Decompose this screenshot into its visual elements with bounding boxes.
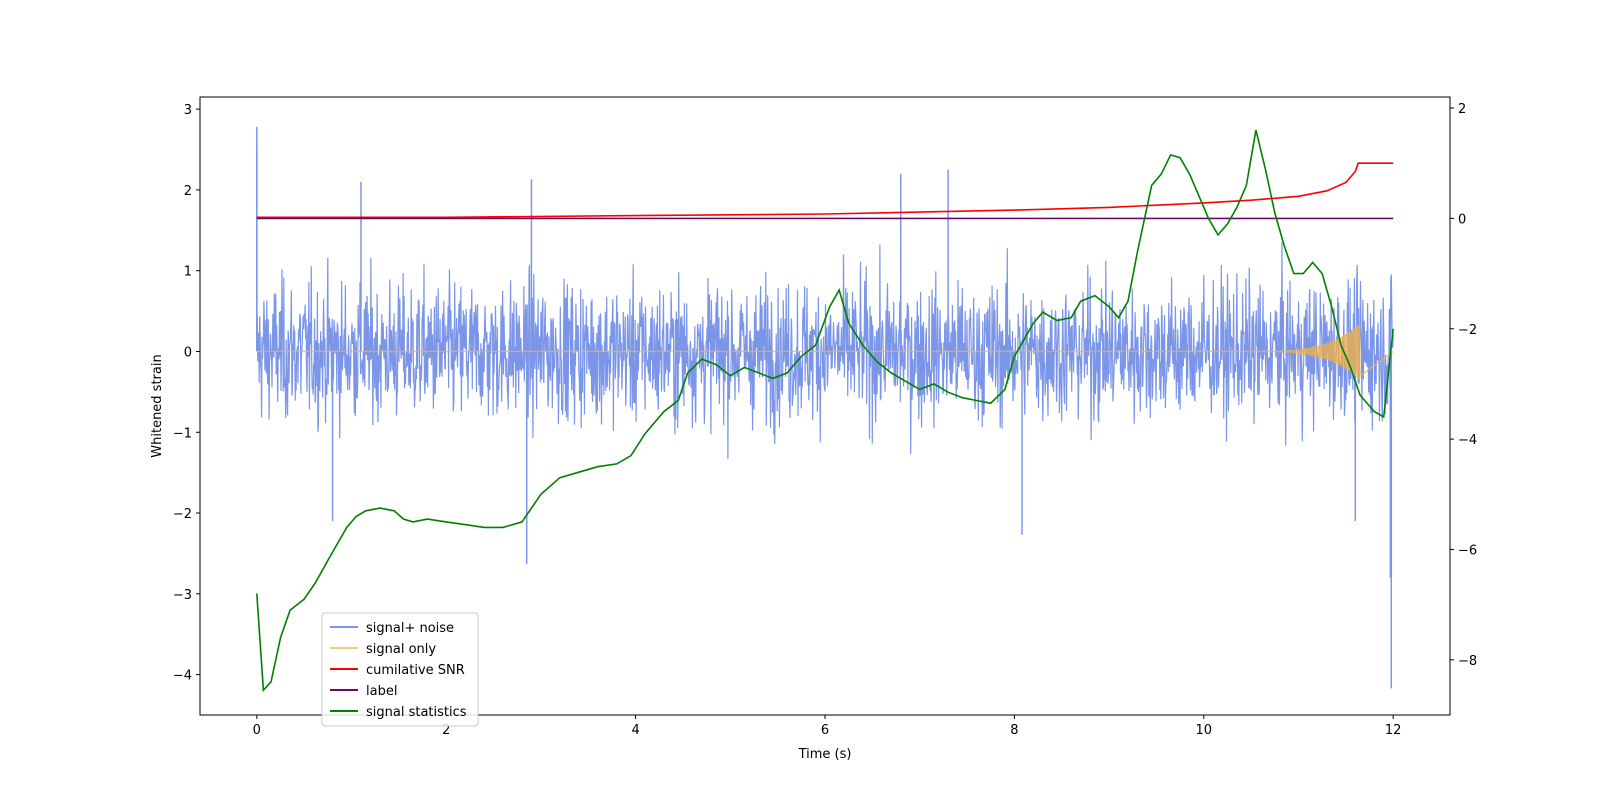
y-tick-label: −1 bbox=[173, 426, 192, 441]
legend-box bbox=[321, 612, 479, 727]
y-right-tick-label: −4 bbox=[1458, 433, 1477, 448]
y-axis-label: Whitened strain bbox=[150, 354, 165, 457]
y-tick-label: −2 bbox=[173, 507, 192, 522]
x-axis-label: Time (s) bbox=[798, 747, 852, 762]
legend: signal+ noise signal only cumilative SNR la… bbox=[321, 612, 479, 727]
legend-label: signal+ noise bbox=[366, 621, 454, 636]
statistics-line bbox=[256, 129, 1394, 693]
x-tick-label: 4 bbox=[631, 723, 639, 738]
y-tick-label: 3 bbox=[184, 103, 192, 118]
y-right-tick-label: −2 bbox=[1458, 323, 1477, 338]
plot-area bbox=[256, 126, 1394, 693]
series-signal-noise bbox=[256, 126, 1394, 689]
snr-line bbox=[256, 162, 1394, 219]
series-cumulative-snr bbox=[256, 162, 1394, 219]
y-right-tick-label: 0 bbox=[1458, 212, 1466, 227]
legend-label: label bbox=[366, 684, 397, 699]
x-tick-label: 2 bbox=[442, 723, 450, 738]
x-tick-label: 6 bbox=[821, 723, 829, 738]
series-signal-statistics bbox=[256, 129, 1394, 693]
y-tick-label: 0 bbox=[184, 345, 192, 360]
y-tick-label: −4 bbox=[173, 669, 192, 684]
y-tick-label: 1 bbox=[184, 265, 192, 280]
x-tick-label: 8 bbox=[1010, 723, 1018, 738]
legend-label: signal statistics bbox=[366, 705, 467, 720]
x-tick-label: 10 bbox=[1196, 723, 1213, 738]
y-right-tick-label: −8 bbox=[1458, 654, 1477, 669]
y-tick-label: −3 bbox=[173, 588, 192, 603]
noise-trace bbox=[256, 242, 1394, 460]
legend-label: signal only bbox=[366, 642, 436, 657]
x-tick-label: 0 bbox=[253, 723, 261, 738]
y-tick-label: 2 bbox=[184, 184, 192, 199]
y-right-tick-label: 2 bbox=[1458, 102, 1466, 117]
x-tick-label: 12 bbox=[1385, 723, 1402, 738]
legend-label: cumilative SNR bbox=[366, 663, 465, 678]
y-right-tick-label: −6 bbox=[1458, 543, 1477, 558]
